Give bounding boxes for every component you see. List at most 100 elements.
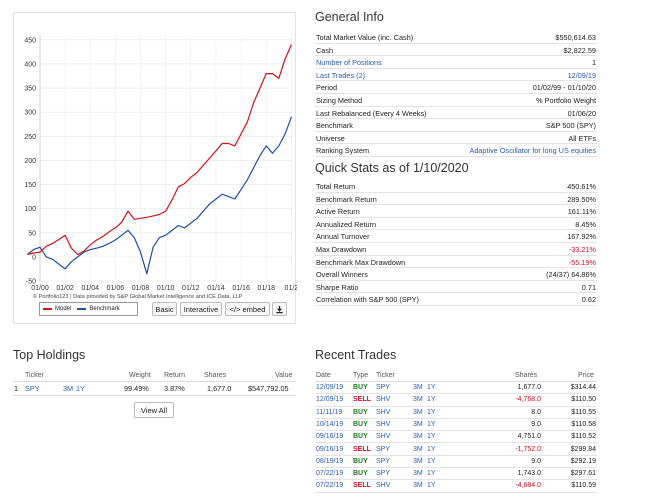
- info-label: Cash: [316, 45, 334, 55]
- holdings-col-return[interactable]: Return: [164, 372, 186, 379]
- trade-shares: -4,684.0: [515, 482, 541, 490]
- stat-label: Total Return: [316, 182, 356, 191]
- trade-date-link[interactable]: 10/14/19: [316, 420, 344, 428]
- trade-1y-link[interactable]: 1Y: [427, 445, 436, 453]
- table-row: 09/16/19 SELL SPY 3M 1Y -1,752.0 $299.84: [315, 444, 597, 456]
- trade-date-link[interactable]: 09/16/19: [316, 445, 344, 453]
- trade-3m-link[interactable]: 3M: [413, 420, 423, 428]
- trade-date-link[interactable]: 07/22/19: [316, 482, 344, 490]
- trades-col-type[interactable]: Type: [353, 372, 369, 379]
- info-label[interactable]: Number of Positions: [316, 58, 382, 68]
- holding-3m-link[interactable]: 3M: [63, 384, 74, 393]
- table-row: 1 SPY 3M 1Y 99.49% 3.87% 1,677.0 $547,79…: [13, 382, 296, 396]
- trade-ticker-link[interactable]: SHV: [376, 482, 391, 490]
- trade-3m-link[interactable]: 3M: [413, 396, 423, 404]
- trade-ticker-link[interactable]: SHV: [376, 396, 391, 404]
- info-value[interactable]: 12/09/19: [567, 70, 596, 80]
- holdings-col-weight[interactable]: Weight: [129, 372, 151, 379]
- info-label: Period: [316, 83, 338, 93]
- y-tick-label: 150: [24, 182, 36, 189]
- stat-value: -55.19%: [568, 257, 596, 267]
- trade-type: SELL: [353, 445, 371, 453]
- trade-ticker-link[interactable]: SPY: [376, 445, 391, 453]
- trade-ticker-link[interactable]: SPY: [376, 470, 391, 478]
- trade-price: $314.44: [570, 384, 596, 391]
- basic-chart-button[interactable]: Basic: [152, 302, 177, 316]
- table-row: 07/22/19 SELL SHV 3M 1Y -4,684.0 $110.59: [315, 480, 597, 493]
- trades-col-date[interactable]: Date: [316, 372, 331, 379]
- x-tick-label: 01/00: [31, 285, 49, 292]
- info-value: % Portfolio Weight: [536, 96, 596, 105]
- trade-ticker-link[interactable]: SHV: [376, 420, 391, 428]
- view-all-button[interactable]: View All: [134, 402, 174, 418]
- trade-date-link[interactable]: 08/19/19: [316, 457, 344, 465]
- info-value: 01/02/99 - 01/10/20: [532, 83, 596, 93]
- x-tick-label: 01/16: [232, 285, 250, 292]
- holding-shares: 1,677.0: [207, 384, 232, 393]
- trade-type: SELL: [353, 482, 371, 490]
- trade-1y-link[interactable]: 1Y: [427, 396, 436, 404]
- trades-col-price[interactable]: Price: [578, 372, 594, 379]
- trade-1y-link[interactable]: 1Y: [427, 420, 436, 428]
- interactive-chart-button[interactable]: Interactive: [180, 302, 222, 316]
- table-row: Total Return 450.61%: [315, 180, 597, 193]
- stat-value: 0.71: [581, 282, 596, 292]
- holding-ticker-link[interactable]: SPY: [25, 384, 40, 393]
- trade-shares: 1,677.0: [517, 384, 541, 391]
- table-row: Number of Positions 1: [315, 56, 597, 69]
- download-button[interactable]: [272, 302, 287, 316]
- table-row: Benchmark Return 289.50%: [315, 193, 597, 206]
- legend-model-label[interactable]: Model: [55, 306, 72, 312]
- trade-1y-link[interactable]: 1Y: [427, 482, 436, 490]
- stat-value: 0.62: [581, 295, 596, 305]
- trade-ticker-link[interactable]: SPY: [376, 384, 391, 391]
- trade-date-link[interactable]: 09/16/19: [316, 433, 344, 441]
- trade-3m-link[interactable]: 3M: [413, 445, 423, 453]
- table-row: Benchmark S&P 500 (SPY): [315, 119, 597, 132]
- holding-1y-link[interactable]: 1Y: [76, 384, 85, 393]
- trade-3m-link[interactable]: 3M: [413, 457, 423, 465]
- trade-3m-link[interactable]: 3M: [413, 384, 423, 391]
- trade-ticker-link[interactable]: SHV: [376, 408, 391, 416]
- trade-price: $299.84: [570, 445, 596, 453]
- x-tick-label: 01/18: [257, 285, 275, 292]
- trade-1y-link[interactable]: 1Y: [427, 470, 436, 478]
- embed-button[interactable]: </> embed: [225, 302, 270, 316]
- table-row: 11/11/19 BUY SHV 3M 1Y 8.0 $110.55: [315, 407, 597, 419]
- stat-value: -33.21%: [568, 245, 596, 254]
- x-tick-label: 01/2: [285, 285, 297, 292]
- trades-col-ticker[interactable]: Ticker: [376, 372, 395, 379]
- trade-1y-link[interactable]: 1Y: [427, 457, 436, 465]
- trade-1y-link[interactable]: 1Y: [427, 384, 436, 391]
- table-row: Period 01/02/99 - 01/10/20: [315, 81, 597, 94]
- table-row: 08/19/19 BUY SPY 3M 1Y 9.0 $292.19: [315, 456, 597, 469]
- table-row: Sizing Method % Portfolio Weight: [315, 94, 597, 107]
- stat-value: 450.61%: [567, 182, 596, 191]
- trade-shares: 1,743.0: [517, 470, 541, 478]
- table-row: Sharpe Ratio 0.71: [315, 281, 597, 294]
- trade-1y-link[interactable]: 1Y: [427, 408, 436, 416]
- trade-1y-link[interactable]: 1Y: [427, 433, 436, 441]
- info-label: Sizing Method: [316, 96, 363, 105]
- legend-benchmark-label[interactable]: Benchmark: [89, 306, 120, 312]
- info-label[interactable]: Last Trades (2): [316, 70, 366, 80]
- holdings-col-ticker[interactable]: Ticker: [25, 372, 44, 379]
- holdings-col-value[interactable]: Value: [275, 372, 293, 379]
- trade-3m-link[interactable]: 3M: [413, 470, 423, 478]
- trade-3m-link[interactable]: 3M: [413, 482, 423, 490]
- trade-date-link[interactable]: 07/22/19: [316, 470, 344, 478]
- trade-date-link[interactable]: 11/11/19: [316, 408, 343, 416]
- trades-header-row: Date Type Ticker Shares Price: [315, 370, 597, 382]
- stat-value: (24/37) 64.86%: [546, 270, 596, 280]
- trade-date-link[interactable]: 12/09/19: [316, 384, 344, 391]
- trades-col-shares[interactable]: Shares: [515, 372, 538, 379]
- info-value[interactable]: Adaptive Oscillator for long US equities: [469, 146, 596, 156]
- holdings-col-shares[interactable]: Shares: [204, 372, 227, 379]
- trade-ticker-link[interactable]: SPY: [376, 457, 391, 465]
- trade-3m-link[interactable]: 3M: [413, 433, 423, 441]
- trade-3m-link[interactable]: 3M: [413, 408, 423, 416]
- trade-date-link[interactable]: 12/09/19: [316, 396, 344, 404]
- trade-ticker-link[interactable]: SHV: [376, 433, 391, 441]
- x-tick-label: 01/10: [157, 285, 175, 292]
